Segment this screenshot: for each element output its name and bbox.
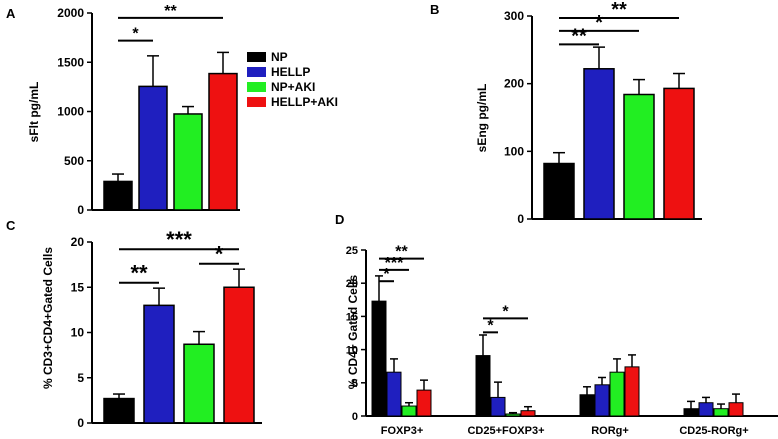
c-bar-np <box>103 397 135 424</box>
d-bar-np <box>475 355 491 417</box>
ylabel-d: % CD4+ Gated Cells <box>346 274 360 389</box>
a-sig-label: * <box>132 26 139 43</box>
d-ytick-label: 20 <box>346 278 358 290</box>
d-bar-np-aki <box>609 371 625 417</box>
d-category-label: FOXP3+ <box>381 425 424 437</box>
b-bar-np-aki <box>623 93 655 220</box>
ylabel-c: % CD3+CD4+Gated Cells <box>41 247 55 389</box>
a-bar-hellp-aki <box>208 72 238 211</box>
d-bar-np-aki <box>401 405 417 417</box>
legend-label-hellp-aki: HELLP+AKI <box>271 95 338 109</box>
a-ytick-label: 0 <box>77 203 84 217</box>
d-bar-hellp-aki <box>624 366 640 417</box>
legend-swatch-hellp <box>247 67 266 77</box>
b-sig-label: ** <box>571 25 587 47</box>
d-category-label: CD25-RORg+ <box>679 425 748 437</box>
c-sig-label: *** <box>166 227 192 252</box>
d-bar-hellp-aki <box>728 402 744 417</box>
panel-label-c: C <box>6 218 16 233</box>
b-bar-hellp-aki <box>663 87 695 220</box>
a-ytick-label: 1000 <box>57 105 84 119</box>
ylabel-a: sFlt pg/mL <box>27 82 41 143</box>
d-ytick-label: 10 <box>346 345 358 357</box>
panel-label-b: B <box>430 2 439 17</box>
d-sig-label: * <box>502 303 509 320</box>
c-ytick-label: 20 <box>71 235 85 249</box>
c-ytick-label: 10 <box>71 326 85 340</box>
panel-label-a: A <box>6 6 16 21</box>
d-bar-hellp-aki <box>416 389 432 417</box>
legend-swatch-np-aki <box>247 82 266 92</box>
d-bar-np-aki <box>505 413 521 417</box>
a-ytick-label: 2000 <box>57 6 84 20</box>
b-bar-hellp <box>583 68 615 220</box>
b-ytick-label: 0 <box>517 212 524 226</box>
d-bar-hellp <box>594 384 610 417</box>
d-category-label: CD25+FOXP3+ <box>467 425 544 437</box>
c-ytick-label: 0 <box>77 416 84 430</box>
d-ytick-label: 0 <box>352 411 358 423</box>
d-bar-np <box>683 408 699 417</box>
b-sig-label: * <box>595 12 603 34</box>
d-ytick-label: 15 <box>346 311 358 323</box>
d-ytick-label: 5 <box>352 378 358 390</box>
a-bar-np-aki <box>173 113 203 211</box>
legend-label-hellp: HELLP <box>271 65 310 79</box>
legend-label-np-aki: NP+AKI <box>271 80 315 94</box>
a-bar-hellp <box>138 85 168 211</box>
legend-swatch-hellp-aki <box>247 97 266 107</box>
d-bar-hellp <box>698 402 714 417</box>
d-ytick-label: 25 <box>346 245 358 257</box>
d-bar-np-aki <box>713 408 729 417</box>
b-ytick-label: 200 <box>504 77 524 91</box>
c-bar-hellp <box>143 304 175 424</box>
d-bar-hellp-aki <box>520 410 536 417</box>
c-ytick-label: 15 <box>71 280 85 294</box>
b-bar-np <box>543 162 575 220</box>
b-ytick-label: 100 <box>504 144 524 158</box>
c-bar-hellp-aki <box>223 286 255 424</box>
legend: NP HELLP NP+AKI HELLP+AKI <box>247 50 338 109</box>
d-sig-label: * <box>487 317 494 334</box>
d-bar-np <box>371 300 387 417</box>
panel-d-chart: 0 5 10 15 20 25 FOXP3+ CD25+FOXP3+ RORg+ CD25-ROR… <box>346 244 778 437</box>
ylabel-b: sEng pg/mL <box>475 84 489 153</box>
d-bar-hellp <box>490 396 506 417</box>
b-ytick-label: 300 <box>504 9 524 23</box>
legend-swatch-np <box>247 52 266 62</box>
d-sig-label: * <box>383 266 390 283</box>
d-category-label: RORg+ <box>591 425 629 437</box>
c-ytick-label: 5 <box>77 371 84 385</box>
a-ytick-label: 500 <box>64 154 84 168</box>
d-bar-np <box>579 394 595 417</box>
b-sig-label: ** <box>611 0 627 21</box>
c-sig-label: * <box>215 242 224 267</box>
legend-label-np: NP <box>271 50 288 64</box>
panel-label-d: D <box>335 212 344 227</box>
d-sig-label: ** <box>395 244 408 261</box>
a-ytick-label: 1500 <box>57 55 84 69</box>
a-sig-label: ** <box>164 3 177 20</box>
d-bar-hellp <box>386 371 402 417</box>
a-bar-np <box>103 180 133 211</box>
c-bar-np-aki <box>183 343 215 424</box>
c-sig-label: ** <box>130 261 148 286</box>
